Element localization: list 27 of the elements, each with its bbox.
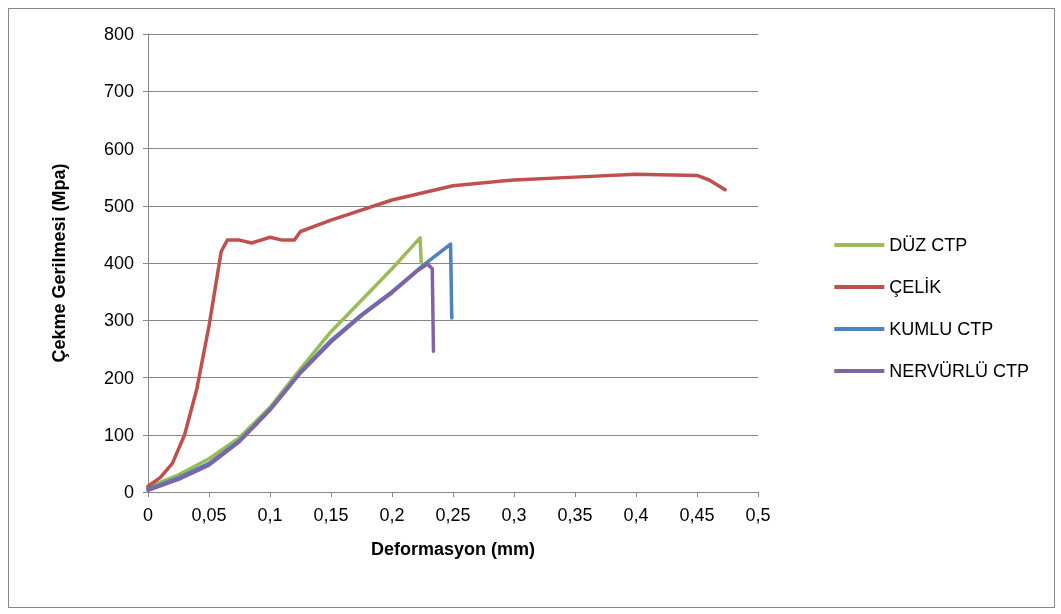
y-tick-label: 700	[103, 81, 134, 102]
y-tick-label: 400	[103, 253, 134, 273]
legend-label: DÜZ CTP	[889, 235, 968, 255]
x-tick-label: 0,3	[501, 505, 527, 525]
x-tick-label: 0,1	[257, 505, 283, 525]
x-tick-label: 0,35	[557, 505, 593, 525]
x-tick-label: 0,4	[623, 505, 649, 525]
x-tick-label: 0,45	[679, 505, 715, 525]
x-tick-label: 0,5	[745, 505, 771, 525]
y-tick-label: 300	[103, 310, 134, 331]
legend-label: KUMLU CTP	[889, 319, 994, 339]
y-tick-label: 600	[103, 138, 134, 159]
x-tick-label: 0	[142, 505, 154, 525]
y-tick-label: 0	[123, 482, 134, 502]
x-axis-title: Deformasyon (mm)	[370, 539, 536, 559]
x-tick-label: 0,25	[435, 505, 471, 525]
y-tick-label: 500	[103, 195, 134, 216]
y-tick-label: 200	[103, 367, 134, 388]
legend-label: ÇELİK	[889, 277, 942, 297]
legend-label: NERVÜRLÜ CTP	[889, 361, 1030, 381]
y-axis-title: Çekme Gerilmesi (Mpa)	[49, 163, 69, 363]
line-series	[146, 172, 727, 489]
x-tick-label: 0,05	[191, 505, 227, 525]
x-tick-label: 0,15	[313, 505, 349, 525]
y-tick-label: 800	[103, 24, 134, 44]
y-tick-label: 100	[103, 424, 134, 445]
x-tick-label: 0,2	[379, 505, 405, 525]
